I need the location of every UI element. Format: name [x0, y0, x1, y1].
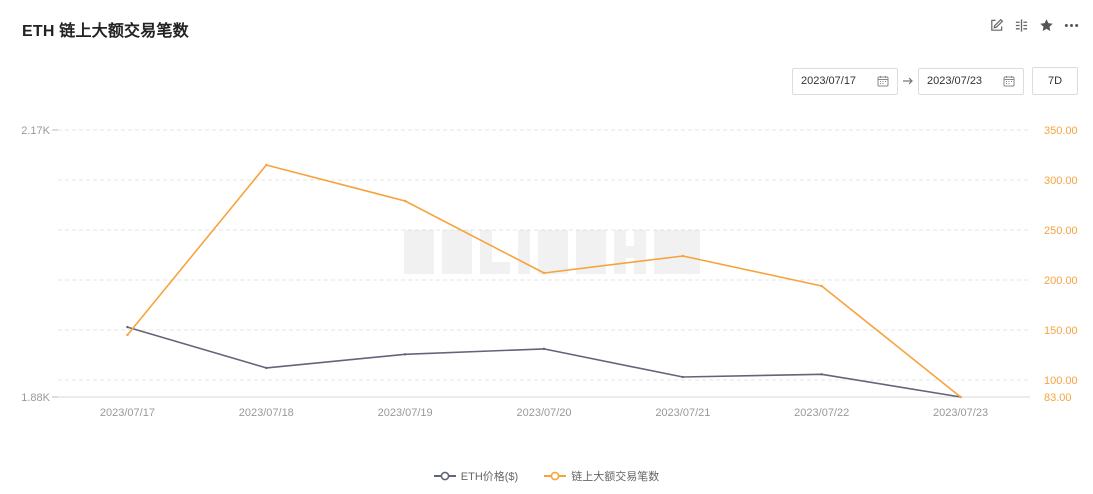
date-range-picker: 2023/07/17 2023/07/23 7D [792, 67, 1078, 95]
watermark-logo [404, 230, 700, 274]
x-tick-label-6: 2023/07/23 [933, 407, 988, 419]
data-point-count-1 [265, 163, 268, 167]
arrow-right-icon [898, 75, 918, 87]
data-point-price-5 [820, 373, 823, 376]
start-date-value: 2023/07/17 [801, 75, 857, 87]
x-tick-label-0: 2023/07/17 [100, 407, 155, 419]
y-left-tick-label-1: 1.88K [21, 392, 50, 404]
y-right-tick-label-4: 150.00 [1044, 325, 1078, 337]
y-right-tick-label-3: 200.00 [1044, 275, 1078, 287]
legend-label-count: 链上大额交易笔数 [571, 471, 660, 483]
data-point-price-1 [265, 366, 268, 370]
data-point-count-3 [542, 271, 546, 275]
calendar-icon [1003, 76, 1015, 87]
y-right-tick-label-2: 250.00 [1044, 225, 1078, 237]
preset-7d-button[interactable]: 7D [1032, 67, 1078, 95]
data-point-count-2 [403, 199, 407, 203]
legend: ETH价格($) 链上大额交易笔数 [0, 468, 1093, 484]
data-point-price-0 [126, 325, 129, 329]
start-date-field[interactable]: 2023/07/17 [792, 67, 898, 95]
x-tick-label-5: 2023/07/22 [794, 407, 849, 419]
data-point-price-2 [403, 353, 407, 356]
x-tick-label-1: 2023/07/18 [239, 407, 294, 419]
end-date-value: 2023/07/23 [927, 75, 983, 87]
data-point-count-5 [820, 284, 823, 288]
edit-icon[interactable] [988, 17, 1004, 33]
page-title: ETH 链上大额交易笔数 [22, 23, 189, 40]
y-left-tick-label-0: 2.17K [21, 125, 50, 137]
y-right-tick-label-0: 350.00 [1044, 125, 1078, 137]
calendar-icon [877, 76, 889, 87]
y-axis-left: 2.17K 1.88K [21, 125, 58, 404]
data-point-count-4 [681, 254, 685, 258]
x-axis: 2023/07/17 2023/07/18 2023/07/19 2023/07/20… [58, 396, 1030, 419]
y-right-tick-label-5: 100.00 [1044, 375, 1078, 387]
series-lines [126, 163, 962, 399]
y-right-tick-label-1: 300.00 [1044, 175, 1078, 187]
series-line-count [126, 164, 962, 398]
x-tick-label-2: 2023/07/19 [378, 407, 433, 419]
y-axis-right: 350.00 300.00 250.00 200.00 150.00 100.00 83.0… [1044, 125, 1078, 404]
more-icon[interactable] [1063, 17, 1079, 33]
legend-item-count[interactable]: 链上大额交易笔数 [544, 468, 659, 484]
data-point-count-0 [126, 333, 129, 337]
x-tick-label-3: 2023/07/20 [516, 407, 571, 419]
x-tick-label-4: 2023/07/21 [655, 407, 710, 419]
data-point-price-4 [681, 375, 685, 379]
toolbar [988, 17, 1079, 33]
data-point-price-3 [542, 347, 546, 351]
legend-label-price: ETH价格($) [460, 471, 519, 483]
star-icon[interactable] [1038, 17, 1054, 33]
compare-icon[interactable] [1013, 17, 1029, 33]
data-point-count-6 [959, 395, 962, 399]
legend-marker-price [433, 471, 456, 481]
legend-marker-count [544, 471, 567, 481]
legend-item-price[interactable]: ETH价格($) [433, 468, 519, 484]
y-right-tick-label-6: 83.00 [1044, 392, 1072, 404]
end-date-field[interactable]: 2023/07/23 [918, 67, 1024, 95]
series-line-price [127, 326, 961, 398]
